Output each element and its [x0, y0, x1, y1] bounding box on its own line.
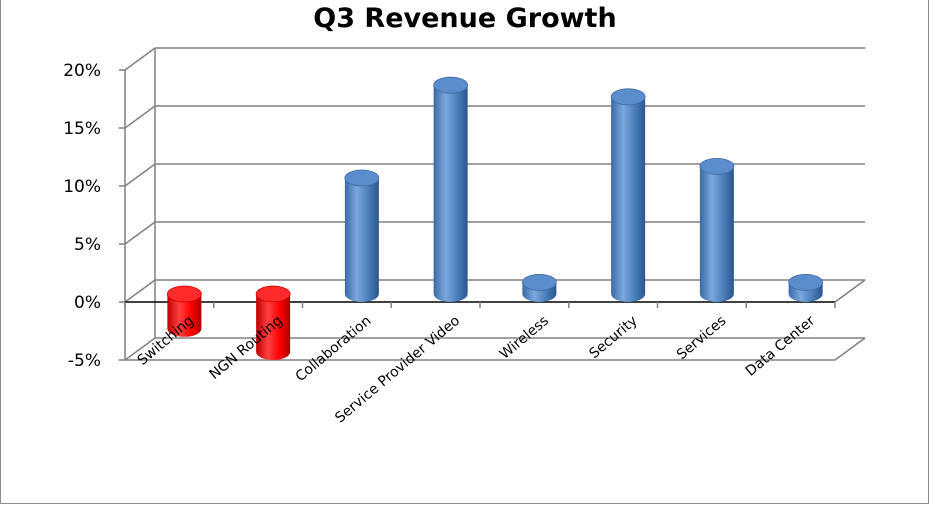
bar [433, 76, 469, 302]
bar [610, 88, 646, 302]
bar-body [167, 294, 202, 337]
x-tick-label: Data Center [743, 313, 819, 380]
bar-cap [344, 169, 380, 187]
bar [699, 157, 735, 302]
bar-cap [433, 76, 469, 94]
chart-title: Q3 Revenue Growth [313, 3, 616, 34]
bar-cap [610, 88, 646, 106]
bar-body [256, 294, 291, 360]
gridline-side [124, 337, 156, 361]
y-tick-label: 20% [63, 61, 101, 81]
axes [119, 47, 866, 361]
bar [788, 273, 824, 302]
gridline-side [124, 47, 156, 71]
bar-body [344, 178, 379, 302]
floor-right-edge [834, 337, 866, 361]
bars [166, 76, 824, 360]
bar [166, 285, 202, 337]
bar-cap [166, 285, 202, 303]
x-axis-depth [834, 279, 866, 303]
bar-cap [255, 285, 291, 303]
bar-cap [521, 273, 557, 291]
y-tick-label: 5% [74, 235, 101, 255]
bar [521, 273, 557, 302]
bar [255, 285, 291, 360]
bar [344, 169, 380, 302]
bar-body [699, 166, 734, 302]
gridline-side [124, 279, 156, 303]
x-tick-label: Collaboration [293, 313, 375, 385]
gridline-side [124, 163, 156, 187]
bar-cap [699, 157, 735, 175]
bar-body [433, 85, 468, 302]
gridline-side [124, 221, 156, 245]
bar-body [611, 96, 646, 302]
y-tick-label: 10% [63, 177, 101, 197]
y-tick-label: 0% [74, 293, 101, 313]
y-tick-label: 15% [63, 119, 101, 139]
gridline-side [124, 105, 156, 129]
bar-cap [788, 273, 824, 291]
y-tick-label: -5% [68, 351, 101, 371]
